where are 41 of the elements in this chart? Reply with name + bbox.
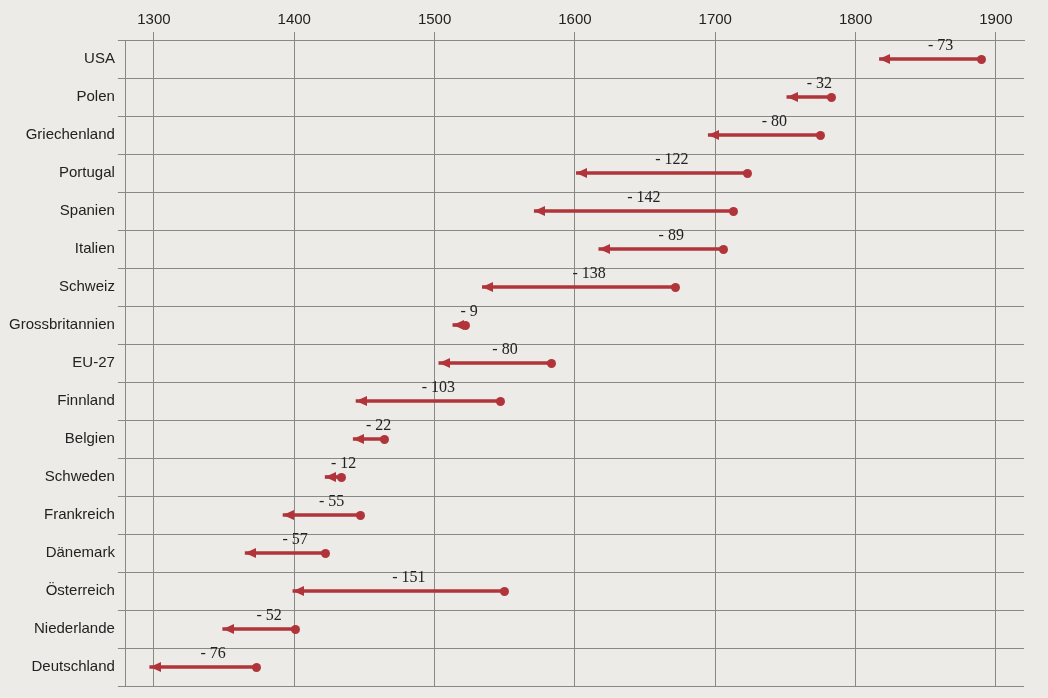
x-tick-label: 1400 <box>277 10 311 28</box>
x-tick-label: 1900 <box>979 10 1013 28</box>
data-label: - 9 <box>460 302 478 320</box>
data-label: - 80 <box>492 340 518 358</box>
y-tick-label: EU-27 <box>72 353 115 371</box>
y-tick-label: Portugal <box>59 163 115 181</box>
y-tick-label: Polen <box>76 87 115 105</box>
data-label: - 151 <box>392 568 426 586</box>
y-tick-label: Spanien <box>59 201 115 219</box>
x-tick-label: 1800 <box>838 10 873 28</box>
y-tick-label: Grossbritannien <box>9 315 115 333</box>
y-tick-label: Schweden <box>44 467 115 485</box>
y-tick-label: Finnland <box>57 391 115 409</box>
data-label: - 89 <box>658 226 684 244</box>
y-tick-label: Deutschland <box>31 657 115 675</box>
x-tick-label: 1700 <box>698 10 732 28</box>
data-label: - 142 <box>627 188 661 206</box>
y-tick-label: Frankreich <box>44 505 115 523</box>
data-label: - 103 <box>421 378 455 396</box>
data-label: - 138 <box>572 264 606 282</box>
y-tick-label: Belgien <box>64 429 115 447</box>
data-label: - 80 <box>761 112 788 130</box>
data-label: - 22 <box>365 416 392 434</box>
data-label: - 55 <box>318 492 345 510</box>
x-tick-label: 1600 <box>558 10 592 28</box>
data-label: - 57 <box>282 530 308 548</box>
y-tick-label: Schweiz <box>59 277 115 295</box>
data-label: - 73 <box>928 36 954 54</box>
data-label: - 12 <box>330 454 357 472</box>
x-tick-label: 1500 <box>417 10 452 28</box>
data-label: - 76 <box>200 644 226 662</box>
data-label: - 52 <box>256 606 282 624</box>
data-label: - 32 <box>806 74 832 92</box>
y-tick-label: Griechenland <box>25 125 115 143</box>
y-tick-label: USA <box>84 49 115 67</box>
y-tick-label: Dänemark <box>45 543 116 561</box>
x-tick-label: 1300 <box>137 10 171 28</box>
y-tick-label: Italien <box>74 239 115 257</box>
data-label: - 122 <box>655 150 689 168</box>
y-tick-label: Österreich <box>45 581 115 599</box>
y-tick-label: Niederlande <box>34 619 115 637</box>
